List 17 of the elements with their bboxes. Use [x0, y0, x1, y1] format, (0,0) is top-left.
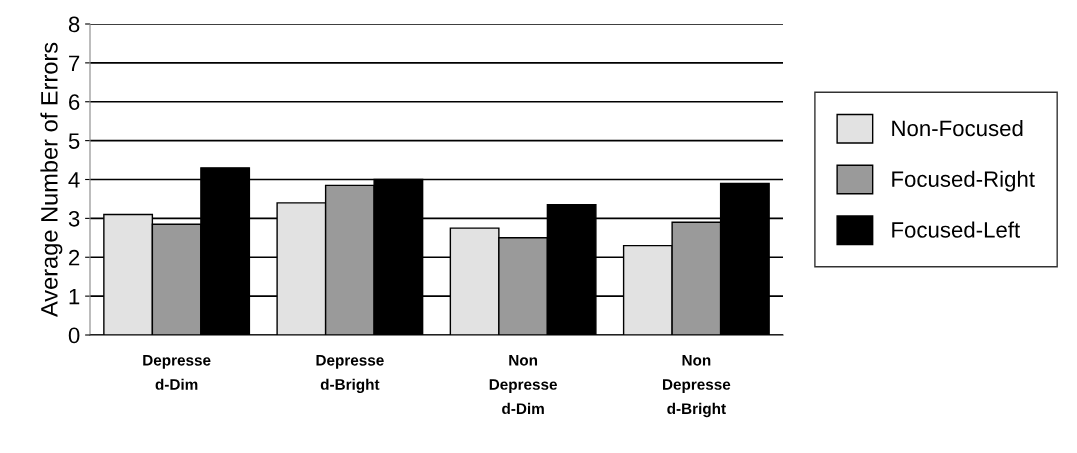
y-tick-label: 1 [69, 288, 80, 305]
y-tick-label: 2 [69, 249, 80, 266]
legend-label: Non-Focused [892, 119, 1023, 137]
y-tick-label: 5 [68, 133, 80, 149]
y-tick-label: 0 [68, 327, 80, 344]
y-tick-label: 8 [68, 16, 80, 33]
x-tick-label: Depresse d-Bright [316, 355, 384, 393]
legend-label: Focused-Left [892, 221, 1020, 238]
legend-label: Focused-Right [892, 170, 1035, 192]
y-tick-label: 4 [68, 172, 80, 188]
y-tick-label: 3 [68, 210, 80, 227]
y-tick-label: 7 [69, 55, 80, 71]
x-tick-label: Depresse d-Dim [143, 355, 211, 390]
x-tick-label: Non Depresse d-Dim [489, 355, 557, 415]
x-tick-label: Non Depresse d-Bright [663, 355, 731, 418]
y-tick-label: 6 [69, 94, 80, 111]
y-axis-title: Average Number of Errors [40, 42, 63, 318]
